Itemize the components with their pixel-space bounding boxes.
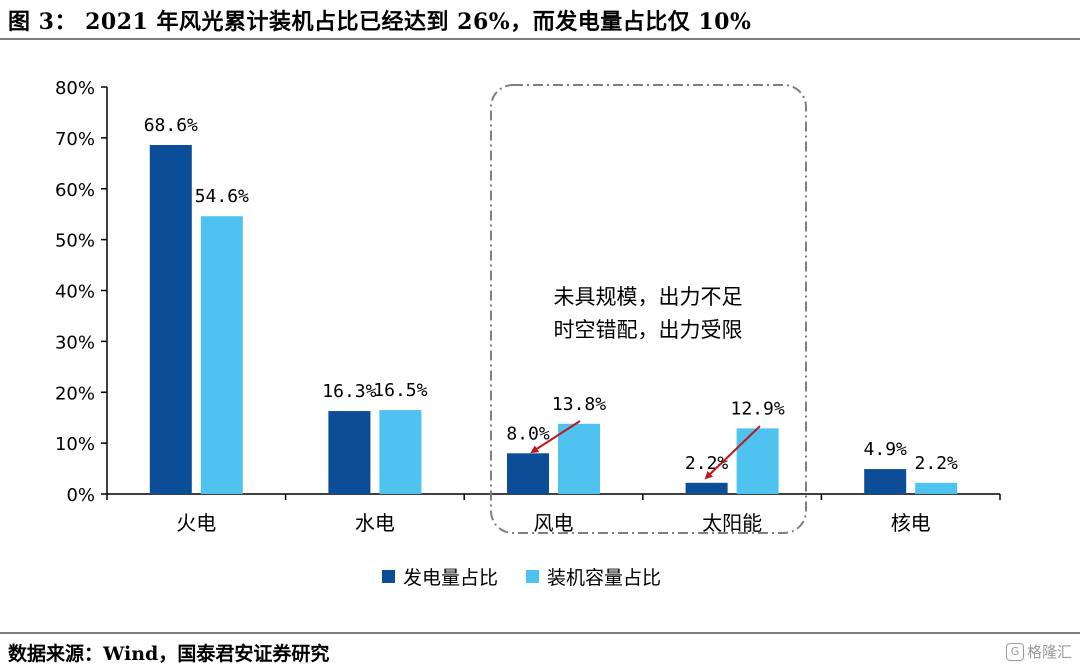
bar-capacity	[558, 423, 600, 494]
data-label: 16.5%	[373, 380, 427, 401]
y-tick-label: 20%	[55, 383, 95, 404]
bar-capacity	[200, 216, 243, 494]
bar-generation	[507, 453, 549, 494]
annotation-line-2: 时空错配，出力受限	[554, 318, 743, 342]
legend-label-capacity: 装机容量占比	[547, 567, 662, 589]
legend-item-generation: 发电量占比	[382, 563, 498, 590]
data-label: 4.9%	[864, 439, 908, 460]
wind-arrow	[530, 420, 581, 454]
bar-generation	[864, 469, 907, 494]
data-label: 13.8%	[552, 394, 606, 415]
data-label: 54.6%	[195, 186, 249, 207]
watermark: G 格隆汇	[1005, 641, 1072, 662]
x-tick-label: 核电	[891, 511, 931, 535]
y-tick-label: 50%	[55, 231, 95, 252]
x-tick-label: 火电	[176, 511, 216, 535]
y-tick-label: 30%	[55, 332, 95, 353]
bar-capacity	[915, 482, 958, 494]
legend-item-capacity: 装机容量占比	[526, 563, 661, 590]
bar-generation	[328, 411, 371, 494]
y-tick-label: 10%	[55, 434, 95, 455]
y-tick-label: 80%	[55, 78, 95, 99]
y-tick-label: 40%	[55, 282, 95, 303]
y-tick-label: 70%	[55, 129, 95, 150]
watermark-logo-icon: G	[1005, 642, 1024, 661]
data-label: 68.6%	[144, 115, 198, 136]
bar-capacity	[379, 410, 422, 494]
watermark-text: 格隆汇	[1026, 643, 1072, 661]
data-label: 8.0%	[506, 423, 550, 444]
legend: 发电量占比 装机容量占比	[382, 563, 661, 590]
bar-chart: 0% 10% 20% 30% 40% 50% 60% 70% 80% 火电 水电 风电 太阳能 核电 68…	[55, 78, 1001, 535]
x-tick-label: 风电	[534, 511, 574, 535]
bar-generation	[685, 482, 728, 494]
title-rule	[0, 38, 1080, 40]
source-rule	[0, 632, 1080, 634]
x-tick-label: 水电	[355, 511, 395, 535]
data-label: 2.2%	[915, 453, 959, 474]
source-note: 数据来源：Wind，国泰君安证券研究	[8, 643, 330, 665]
bar-generation	[149, 144, 192, 494]
legend-swatch-capacity	[526, 570, 540, 583]
y-tick-label: 60%	[55, 180, 95, 201]
highlight-box	[490, 84, 807, 534]
data-label: 12.9%	[731, 398, 785, 419]
x-tick-label: 太阳能	[702, 511, 762, 535]
data-label: 16.3%	[322, 381, 376, 402]
legend-label-generation: 发电量占比	[403, 567, 499, 589]
legend-swatch-generation	[382, 570, 395, 583]
solar-arrow	[704, 425, 761, 480]
y-tick-label: 0%	[66, 485, 95, 506]
figure-title: 图 3： 2021 年风光累计装机占比已经达到 26%，而发电量占比仅 10%	[8, 9, 752, 35]
bar-capacity	[736, 428, 779, 494]
annotation-line-1: 未具规模，出力不足	[554, 285, 743, 309]
data-label: 2.2%	[685, 453, 729, 474]
